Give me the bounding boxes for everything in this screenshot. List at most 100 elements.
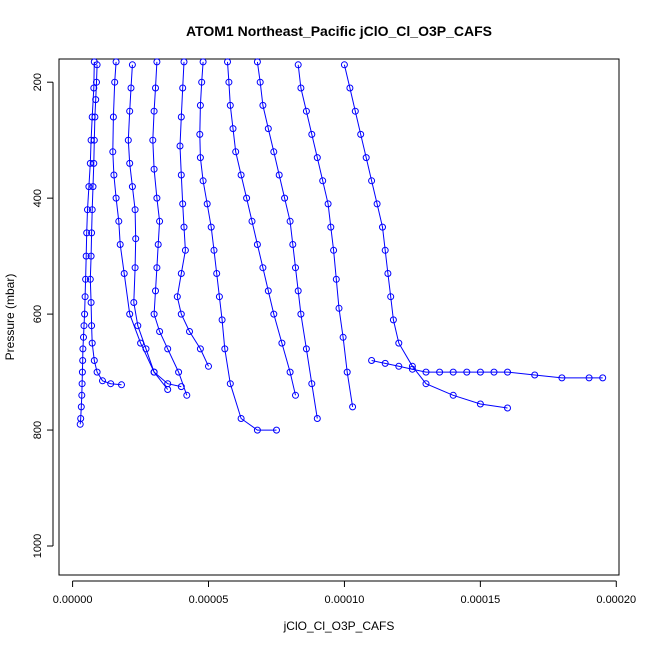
y-tick-label: 800 [32, 421, 44, 439]
series-8 [224, 58, 299, 399]
data-point [504, 368, 511, 376]
data-point [349, 403, 357, 411]
data-point [319, 177, 327, 185]
data-point [357, 130, 365, 138]
data-point [177, 383, 185, 391]
data-point [270, 148, 278, 156]
data-point [76, 420, 84, 428]
data-point [256, 78, 264, 86]
data-point [213, 270, 221, 277]
data-point [83, 229, 91, 237]
data-point [389, 316, 397, 324]
data-point [558, 374, 566, 382]
data-point [273, 426, 280, 434]
data-point [343, 368, 351, 376]
data-point [150, 310, 158, 318]
data-point [207, 223, 215, 231]
data-point [177, 270, 185, 277]
data-point [92, 96, 100, 104]
data-point [81, 293, 89, 301]
data-point [324, 200, 332, 208]
y-tick-label: 200 [32, 73, 44, 91]
data-point [153, 264, 161, 272]
data-point [226, 101, 234, 109]
x-tick-label: 0.00020 [596, 594, 636, 606]
data-point [253, 426, 261, 434]
data-point [124, 136, 132, 144]
data-point [335, 304, 343, 312]
data-point [149, 136, 157, 144]
data-point [154, 241, 162, 248]
data-point [373, 200, 381, 208]
data-point [82, 252, 90, 260]
data-point [253, 241, 261, 248]
x-tick-label: 0.00015 [460, 594, 500, 606]
data-point [504, 404, 511, 412]
data-point [90, 159, 98, 167]
data-point [183, 391, 191, 399]
data-point [127, 84, 135, 92]
data-point [308, 380, 316, 388]
data-point [289, 241, 297, 248]
data-point [237, 415, 245, 422]
series-5 [149, 58, 191, 399]
data-point [156, 328, 164, 335]
data-point [297, 310, 305, 318]
chart-title: ATOM1 Northeast_Pacific jClO_Cl_O3P_CAFS [186, 23, 492, 39]
y-tick-label: 400 [32, 189, 44, 207]
data-point [292, 391, 299, 399]
data-point [91, 113, 99, 121]
data-point [476, 368, 484, 376]
data-point [142, 345, 150, 353]
data-point [126, 159, 134, 167]
data-point [351, 107, 359, 115]
data-point [196, 101, 204, 109]
data-point [286, 368, 294, 376]
data-point [84, 206, 91, 214]
data-point [270, 310, 278, 318]
data-point [198, 78, 206, 86]
data-point [292, 264, 299, 272]
data-point [181, 246, 189, 254]
data-point [93, 61, 101, 69]
data-point [88, 229, 96, 237]
y-tick-label: 600 [32, 305, 44, 323]
series-line [176, 61, 209, 367]
data-point [150, 368, 158, 376]
data-point [302, 345, 310, 353]
data-point [264, 287, 272, 295]
data-point [87, 299, 95, 306]
data-point [90, 136, 98, 144]
data-point [327, 223, 335, 231]
data-point [126, 107, 134, 115]
data-point [422, 368, 430, 376]
series-4 [124, 61, 172, 393]
data-point [81, 310, 89, 318]
data-point [264, 125, 272, 133]
data-point [79, 357, 87, 364]
data-point [253, 58, 261, 66]
data-point [362, 154, 370, 162]
x-tick-label: 0.00005 [189, 594, 229, 606]
data-point [381, 246, 389, 254]
series-12 [368, 357, 607, 382]
data-point [422, 380, 430, 388]
data-point [80, 333, 87, 341]
data-point [368, 357, 376, 364]
data-point [156, 217, 164, 225]
data-point [339, 333, 347, 341]
data-point [82, 275, 90, 283]
data-point [115, 217, 123, 225]
series-7 [196, 58, 280, 434]
data-point [226, 380, 234, 388]
data-point [408, 365, 416, 373]
data-point [294, 61, 302, 69]
data-point [387, 293, 395, 301]
data-point [128, 61, 136, 69]
data-point [449, 391, 457, 399]
data-point [225, 78, 233, 86]
data-point [126, 310, 134, 318]
data-point [368, 177, 376, 185]
data-point [297, 84, 305, 92]
